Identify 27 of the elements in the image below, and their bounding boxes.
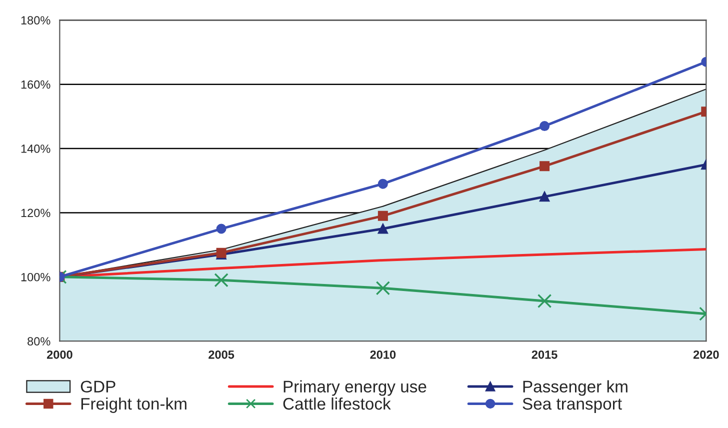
legend-label: Passenger km <box>523 380 628 396</box>
legend-label: GDP <box>80 380 116 393</box>
x-tick-label: 2005 <box>208 350 234 359</box>
point <box>540 192 550 202</box>
y-tick-label: 120% <box>21 208 50 218</box>
x-tick-label: 2020 <box>693 350 719 359</box>
y-tick-label: 140% <box>21 144 50 153</box>
point <box>376 281 390 296</box>
point <box>216 224 226 234</box>
x-tick-label: 2000 <box>46 350 72 359</box>
y-tick-label: 180% <box>21 16 50 25</box>
point <box>378 178 388 189</box>
legend-label: Sea transport <box>522 398 622 413</box>
legend-label: Cattle lifestock <box>283 397 391 410</box>
y-tick-label: 80% <box>28 337 50 346</box>
point <box>540 161 550 172</box>
point <box>540 121 550 132</box>
point <box>214 273 228 288</box>
legend-label: Freight ton-km <box>81 397 186 413</box>
x-tick-label: 2010 <box>370 350 396 359</box>
y-tick-label: 100% <box>21 272 50 282</box>
legend-label: Primary energy use <box>284 380 426 396</box>
point <box>378 224 388 234</box>
x-tick-label: 2015 <box>532 350 558 359</box>
point <box>537 294 552 308</box>
y-tick-label: 160% <box>21 80 50 89</box>
point <box>378 210 388 221</box>
